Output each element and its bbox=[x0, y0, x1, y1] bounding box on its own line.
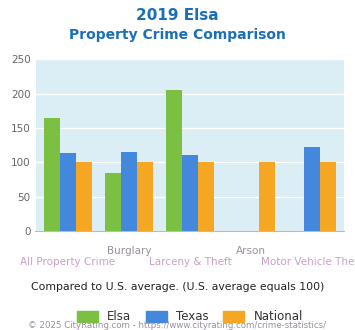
Text: All Property Crime: All Property Crime bbox=[20, 257, 115, 267]
Bar bbox=[60, 153, 76, 231]
Text: Property Crime Comparison: Property Crime Comparison bbox=[69, 28, 286, 42]
Bar bbox=[182, 155, 198, 231]
Bar bbox=[166, 90, 182, 231]
Bar bbox=[44, 118, 60, 231]
Bar bbox=[320, 162, 336, 231]
Text: Burglary: Burglary bbox=[106, 246, 151, 256]
Text: Compared to U.S. average. (U.S. average equals 100): Compared to U.S. average. (U.S. average … bbox=[31, 282, 324, 292]
Text: Larceny & Theft: Larceny & Theft bbox=[148, 257, 231, 267]
Legend: Elsa, Texas, National: Elsa, Texas, National bbox=[72, 306, 308, 328]
Bar bbox=[105, 173, 121, 231]
Bar bbox=[137, 162, 153, 231]
Text: Arson: Arson bbox=[236, 246, 266, 256]
Text: 2019 Elsa: 2019 Elsa bbox=[136, 8, 219, 23]
Text: Motor Vehicle Theft: Motor Vehicle Theft bbox=[262, 257, 355, 267]
Bar bbox=[121, 152, 137, 231]
Text: © 2025 CityRating.com - https://www.cityrating.com/crime-statistics/: © 2025 CityRating.com - https://www.city… bbox=[28, 321, 327, 330]
Bar bbox=[259, 162, 275, 231]
Bar bbox=[198, 162, 214, 231]
Bar bbox=[304, 147, 320, 231]
Bar bbox=[76, 162, 92, 231]
